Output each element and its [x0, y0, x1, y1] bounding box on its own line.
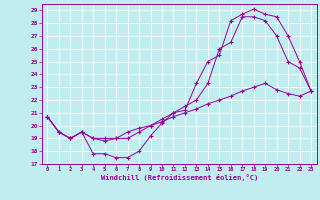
X-axis label: Windchill (Refroidissement éolien,°C): Windchill (Refroidissement éolien,°C) — [100, 174, 258, 181]
